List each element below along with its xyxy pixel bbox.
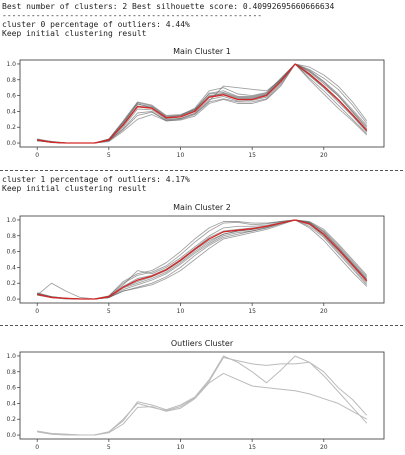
- outliers-cluster-xtick-label: 0: [35, 444, 39, 451]
- chart-outliers-cluster: Outliers Cluster 0 5 10 15 20 0.0 0.2 0.4 0.6 0.8 1…: [0, 334, 405, 454]
- main-cluster-1-ytick-label: 1.0: [6, 61, 16, 68]
- main-cluster-1-plot-frame: [19, 59, 385, 148]
- output-divider-2: [0, 325, 403, 326]
- main-cluster-1-xtick-label: 0: [35, 152, 39, 159]
- output-line-cluster0-outliers: cluster 0 percentage of outliers: 4.44%: [2, 20, 190, 29]
- outliers-cluster-series-2-line: [37, 357, 368, 436]
- outliers-cluster-series-1-line: [37, 372, 368, 436]
- chart-main-cluster-2: Main Cluster 2 0 5 10 15 20 0.0 0.2 0.4 0.6 0.8 1.0: [0, 198, 405, 318]
- chart-main-cluster-1-svg: Main Cluster 1 0 5 10 15 20 0.0 0.2 0.4 0.6 0.8 1.0: [6, 47, 385, 159]
- output-line-cluster1-keep: Keep initial clustering result: [2, 184, 147, 193]
- outliers-cluster-ytick-label: 0.2: [6, 416, 16, 423]
- main-cluster-2-xtick-label: 20: [320, 308, 328, 315]
- main-cluster-1-title: Main Cluster 1: [173, 47, 231, 56]
- main-cluster-1-xtick-label: 20: [320, 152, 328, 159]
- main-cluster-2-xtick-label: 10: [177, 308, 185, 315]
- output-line-best-clusters: Best number of clusters: 2 Best silhouet…: [2, 2, 335, 11]
- outliers-cluster-xtick-label: 10: [177, 444, 185, 451]
- main-cluster-1-ytick-label: 0.8: [6, 77, 16, 84]
- main-cluster-1-ytick-label: 0.0: [6, 140, 16, 147]
- chart-outliers-cluster-svg: Outliers Cluster 0 5 10 15 20 0.0 0.2 0.4 0.6 0.8 1…: [6, 339, 385, 451]
- main-cluster-2-xtick-label: 15: [248, 308, 256, 315]
- output-line-cluster1-outliers: cluster 1 percentage of outliers: 4.17%: [2, 175, 190, 184]
- outliers-cluster-xtick-label: 5: [107, 444, 111, 451]
- main-cluster-1-ytick-label: 0.4: [6, 108, 16, 115]
- output-separator: ----------------------------------------…: [2, 11, 263, 20]
- main-cluster-2-title: Main Cluster 2: [173, 203, 231, 212]
- outliers-cluster-ytick-label: 0.6: [6, 385, 16, 392]
- main-cluster-2-ytick-label: 0.4: [6, 264, 16, 271]
- main-cluster-1-ytick-label: 0.6: [6, 93, 16, 100]
- main-cluster-2-plot-frame: [19, 215, 385, 304]
- main-cluster-2-ytick-label: 1.0: [6, 217, 16, 224]
- main-cluster-2-xtick-label: 0: [35, 308, 39, 315]
- outliers-cluster-ytick-label: 0.4: [6, 400, 16, 407]
- outliers-cluster-title: Outliers Cluster: [171, 339, 234, 348]
- main-cluster-1-xtick-label: 5: [107, 152, 111, 159]
- chart-main-cluster-2-svg: Main Cluster 2 0 5 10 15 20 0.0 0.2 0.4 0.6 0.8 1.0: [6, 203, 385, 315]
- output-divider-1: [0, 170, 403, 171]
- main-cluster-2-ytick-label: 0.8: [6, 233, 16, 240]
- outliers-cluster-plot-frame: [19, 351, 385, 440]
- main-cluster-1-series-mean-line: [37, 63, 368, 144]
- main-cluster-2-xtick-label: 5: [107, 308, 111, 315]
- chart-main-cluster-1: Main Cluster 1 0 5 10 15 20 0.0 0.2 0.4 0.6 0.8 1.0: [0, 42, 405, 162]
- outliers-cluster-xtick-label: 15: [248, 444, 256, 451]
- main-cluster-2-series-3-line: [37, 219, 368, 300]
- output-line-cluster0-keep: Keep initial clustering result: [2, 29, 147, 38]
- main-cluster-2-series-mean-line: [37, 219, 368, 300]
- main-cluster-1-xtick-label: 10: [177, 152, 185, 159]
- main-cluster-2-ytick-label: 0.6: [6, 249, 16, 256]
- main-cluster-1-xtick-label: 15: [248, 152, 256, 159]
- main-cluster-2-ytick-label: 0.2: [6, 280, 16, 287]
- main-cluster-2-ytick-label: 0.0: [6, 296, 16, 303]
- outliers-cluster-ytick-label: 1.0: [6, 353, 16, 360]
- main-cluster-1-ytick-label: 0.2: [6, 124, 16, 131]
- outliers-cluster-xtick-label: 20: [320, 444, 328, 451]
- outliers-cluster-ytick-label: 0.0: [6, 432, 16, 439]
- outliers-cluster-ytick-label: 0.8: [6, 369, 16, 376]
